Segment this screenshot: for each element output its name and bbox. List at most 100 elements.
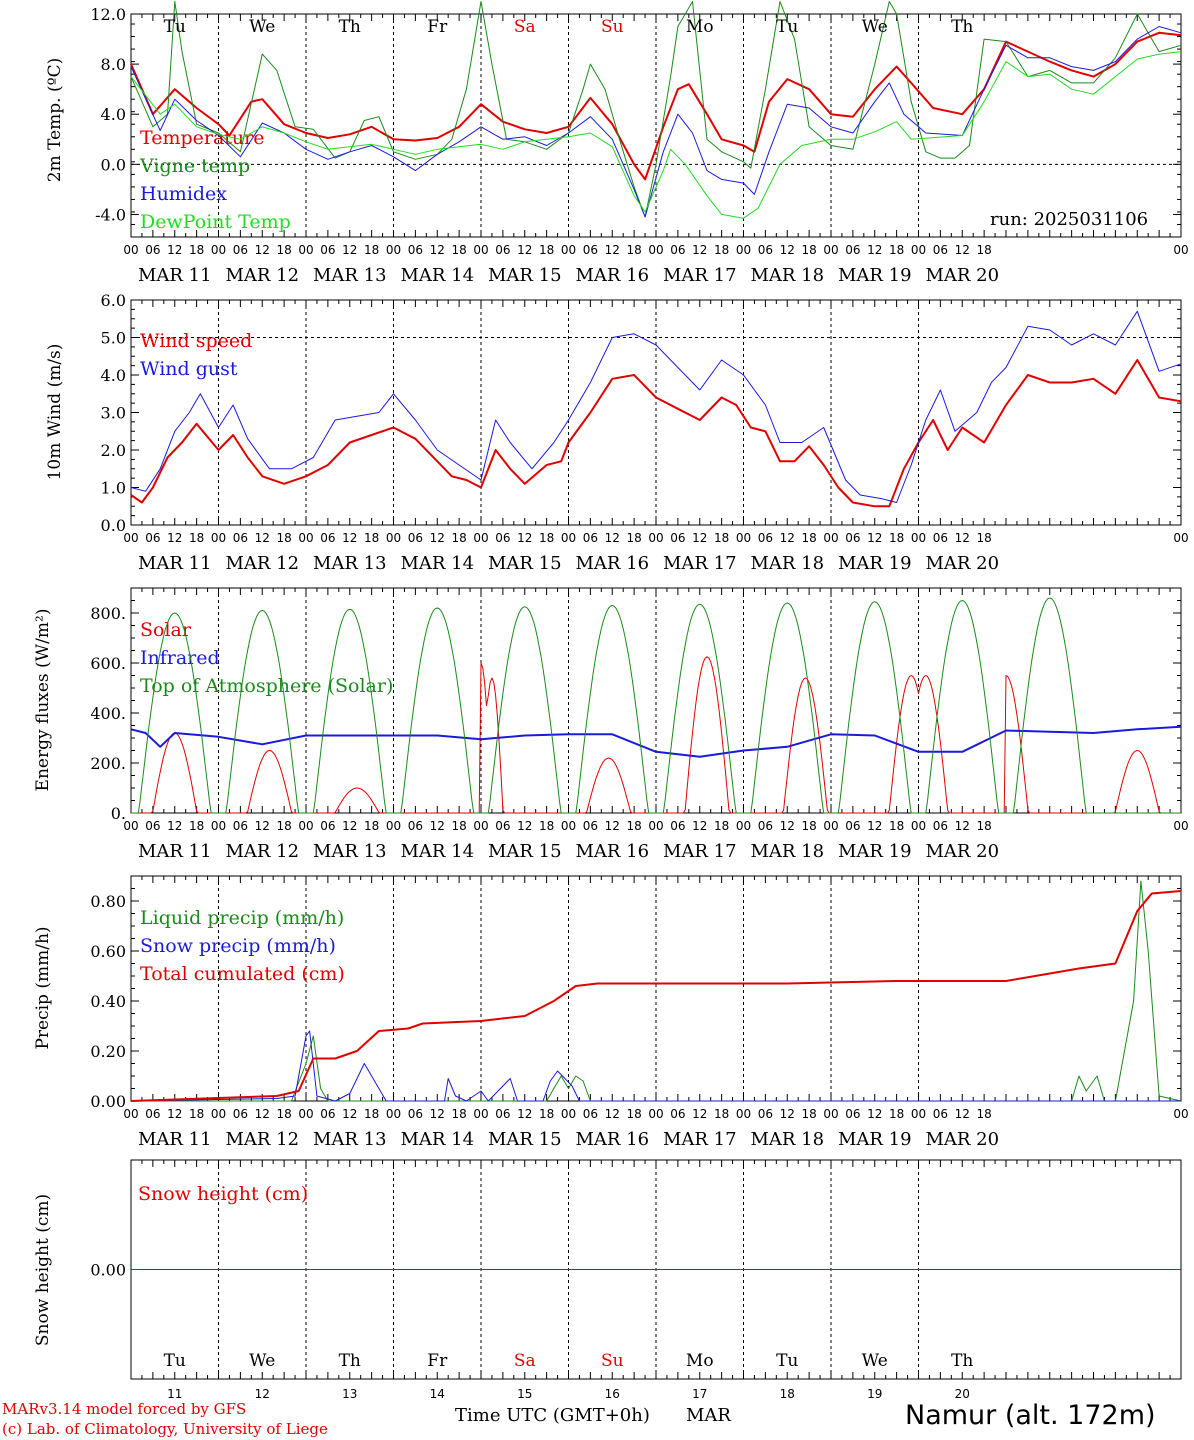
hour-label: 12 (342, 531, 357, 545)
hour-label: 06 (758, 531, 773, 545)
day-number: 19 (867, 1387, 882, 1401)
hour-label: 06 (408, 531, 423, 545)
day-label: Tu (776, 17, 798, 37)
hour-label: 06 (670, 531, 685, 545)
hour-label: 00 (211, 819, 226, 833)
hour-label: 06 (320, 1107, 335, 1121)
hour-label: 18 (714, 1107, 729, 1121)
day-label: Su (601, 17, 624, 37)
y-tick-label: 800. (90, 604, 126, 623)
hour-label: 18 (626, 243, 641, 257)
hour-label: 00 (911, 243, 926, 257)
hour-label: 12 (517, 243, 532, 257)
y-axis-label: 2m Temp. (ºC) (45, 58, 65, 183)
hour-label: 00 (298, 819, 313, 833)
hour-label: 18 (626, 1107, 641, 1121)
legend-entry: Top of Atmosphere (Solar) (140, 675, 393, 697)
hour-label: 12 (430, 531, 445, 545)
hour-label: 12 (517, 531, 532, 545)
day-label: Mo (686, 17, 714, 37)
date-label: MAR 13 (313, 265, 387, 286)
date-label: MAR 14 (400, 841, 474, 862)
hour-label: 12 (955, 1107, 970, 1121)
hour-label: 00 (473, 531, 488, 545)
hour-label: 18 (801, 1107, 816, 1121)
series-infrared (130, 725, 1182, 758)
date-label: MAR 17 (663, 1129, 737, 1150)
date-label: MAR 12 (225, 265, 299, 286)
date-label: MAR 12 (225, 841, 299, 862)
date-label: MAR 15 (488, 553, 562, 574)
y-tick-label: 12.0 (90, 5, 126, 24)
hour-label: 12 (867, 531, 882, 545)
date-label: MAR 15 (488, 1129, 562, 1150)
y-tick-label: 0.60 (90, 942, 126, 961)
date-label: MAR 16 (575, 841, 649, 862)
hour-label: 12 (342, 819, 357, 833)
date-label: MAR 20 (925, 553, 999, 574)
hour-label: 12 (780, 819, 795, 833)
hour-label: 18 (801, 819, 816, 833)
hour-label: 00 (386, 531, 401, 545)
y-tick-label: 0.0 (101, 155, 126, 174)
legend-entry: Vigne temp (139, 155, 250, 177)
date-label: MAR 16 (575, 553, 649, 574)
y-tick-label: 2.0 (101, 441, 126, 460)
series-top-of-atmosphere-solar (131, 597, 1181, 814)
hour-label: 00 (211, 531, 226, 545)
hour-label: 06 (233, 531, 248, 545)
hour-label: 00 (473, 1107, 488, 1121)
y-tick-label: 200. (90, 754, 126, 773)
hour-label: 00 (386, 243, 401, 257)
date-label: MAR 20 (925, 841, 999, 862)
hour-label: 06 (408, 819, 423, 833)
hour-label: 06 (495, 819, 510, 833)
hour-label: 00 (123, 1107, 138, 1121)
hour-label: 06 (670, 819, 685, 833)
model-credit: MARv3.14 model forced by GFS (2, 1400, 247, 1418)
hour-label: 00 (823, 531, 838, 545)
hour-label: 18 (626, 531, 641, 545)
hour-label: 18 (714, 531, 729, 545)
date-label: MAR 18 (750, 265, 824, 286)
lab-credit: (c) Lab. of Climatology, University of L… (2, 1420, 328, 1438)
hour-label: 00 (823, 1107, 838, 1121)
hour-label: 12 (780, 243, 795, 257)
hour-label: 00 (298, 1107, 313, 1121)
legend-entry: Wind speed (140, 330, 252, 352)
date-label: MAR 17 (663, 553, 737, 574)
y-tick-label: 3.0 (101, 404, 126, 423)
day-label: We (249, 17, 275, 37)
hour-label: 12 (867, 819, 882, 833)
time-axis-label: Time UTC (GMT+0h) (455, 1405, 650, 1426)
legend-entry: Solar (140, 619, 192, 641)
hour-label: 12 (780, 1107, 795, 1121)
hour-label: 06 (145, 531, 160, 545)
date-label: MAR 11 (138, 1129, 212, 1150)
hour-label: 12 (167, 819, 182, 833)
hour-label: 12 (255, 1107, 270, 1121)
hour-label: 06 (583, 1107, 598, 1121)
hour-label: 12 (867, 243, 882, 257)
y-tick-label: 8.0 (101, 55, 126, 74)
hour-label: 18 (276, 531, 291, 545)
date-label: MAR 15 (488, 265, 562, 286)
hour-label: 18 (189, 531, 204, 545)
day-label: We (862, 17, 888, 37)
y-tick-label: 0.80 (90, 892, 126, 911)
date-label: MAR 14 (400, 553, 474, 574)
run-label: run: 2025031106 (990, 209, 1149, 230)
day-label: Su (601, 1351, 624, 1371)
legend-entry: Liquid precip (mm/h) (140, 907, 344, 929)
date-label: MAR 14 (400, 1129, 474, 1150)
y-tick-label: 0. (111, 804, 126, 823)
hour-label: 06 (758, 243, 773, 257)
hour-label: 12 (342, 1107, 357, 1121)
hour-label: 12 (955, 243, 970, 257)
panel-wind: 6.0 5.0 4.0 3.0 2.0 1.0 0.0 10m Wind (m/s) 00 06 1… (45, 291, 1189, 574)
date-label: MAR 14 (400, 265, 474, 286)
hour-label: 00 (123, 819, 138, 833)
hour-label: 12 (692, 531, 707, 545)
hour-label: 18 (801, 531, 816, 545)
hour-label: 06 (320, 531, 335, 545)
